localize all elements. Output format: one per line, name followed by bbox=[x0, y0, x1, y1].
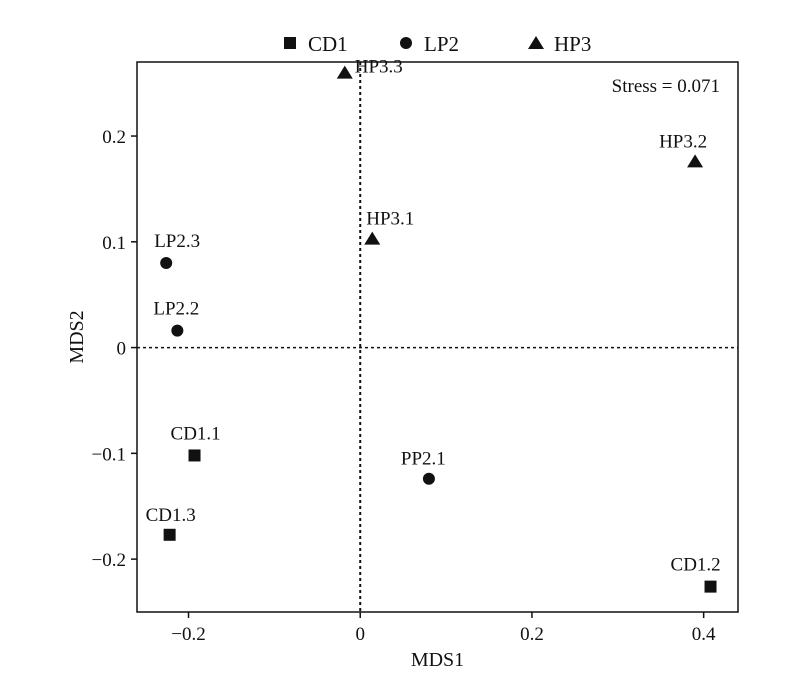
y-axis-label: MDS2 bbox=[66, 310, 88, 363]
plot-area-frame bbox=[136, 61, 739, 613]
legend-entry: CD1 bbox=[308, 32, 348, 56]
data-point-label: HP3.3 bbox=[355, 57, 403, 78]
data-point-label: CD1.2 bbox=[671, 555, 721, 576]
data-points: CD1.1 CD1.2 CD1.3 LP2.2 LP2.3 PP2.1 HP3.1 HP3.2… bbox=[146, 57, 721, 593]
legend-marker-circle bbox=[400, 37, 412, 49]
y-tick-label: 0 bbox=[117, 339, 127, 360]
y-tick-label: −0.2 bbox=[92, 550, 126, 571]
y-tick-label: 0.2 bbox=[102, 127, 126, 148]
data-point-label: HP3.1 bbox=[366, 209, 414, 230]
x-tick-label: 0.2 bbox=[520, 624, 544, 645]
data-point-square bbox=[163, 528, 176, 541]
legend: CD1 LP2 HP3 bbox=[284, 32, 591, 56]
data-point-label: CD1.1 bbox=[171, 423, 221, 444]
data-point-label: PP2.1 bbox=[401, 449, 446, 470]
data-point-label: LP2.2 bbox=[153, 299, 199, 320]
legend-entry: HP3 bbox=[554, 32, 591, 56]
data-point-circle bbox=[171, 324, 184, 337]
data-point-triangle bbox=[687, 154, 704, 168]
data-point-label: LP2.3 bbox=[154, 231, 200, 252]
x-axis-ticks: −0.2 0 0.2 0.4 bbox=[171, 612, 716, 645]
legend-marker-square bbox=[284, 37, 296, 49]
data-point-square bbox=[188, 449, 201, 462]
data-point-label: CD1.3 bbox=[146, 505, 196, 526]
x-tick-label: 0 bbox=[355, 624, 365, 645]
x-tick-label: −0.2 bbox=[171, 624, 205, 645]
data-point-triangle bbox=[336, 65, 353, 79]
data-point-square bbox=[704, 580, 717, 593]
x-axis-label: MDS1 bbox=[411, 649, 464, 671]
stress-annotation: Stress = 0.071 bbox=[612, 76, 720, 97]
y-tick-label: −0.1 bbox=[92, 444, 126, 465]
data-point-label: HP3.2 bbox=[659, 131, 707, 152]
y-axis-ticks: −0.2 −0.1 0 0.1 0.2 bbox=[92, 127, 137, 571]
data-point-circle bbox=[160, 256, 173, 269]
y-tick-label: 0.1 bbox=[102, 233, 126, 254]
legend-entry: LP2 bbox=[424, 32, 459, 56]
data-point-circle bbox=[422, 472, 435, 485]
data-point-triangle bbox=[364, 231, 381, 245]
x-tick-label: 0.4 bbox=[692, 624, 716, 645]
legend-marker-triangle bbox=[528, 36, 544, 49]
